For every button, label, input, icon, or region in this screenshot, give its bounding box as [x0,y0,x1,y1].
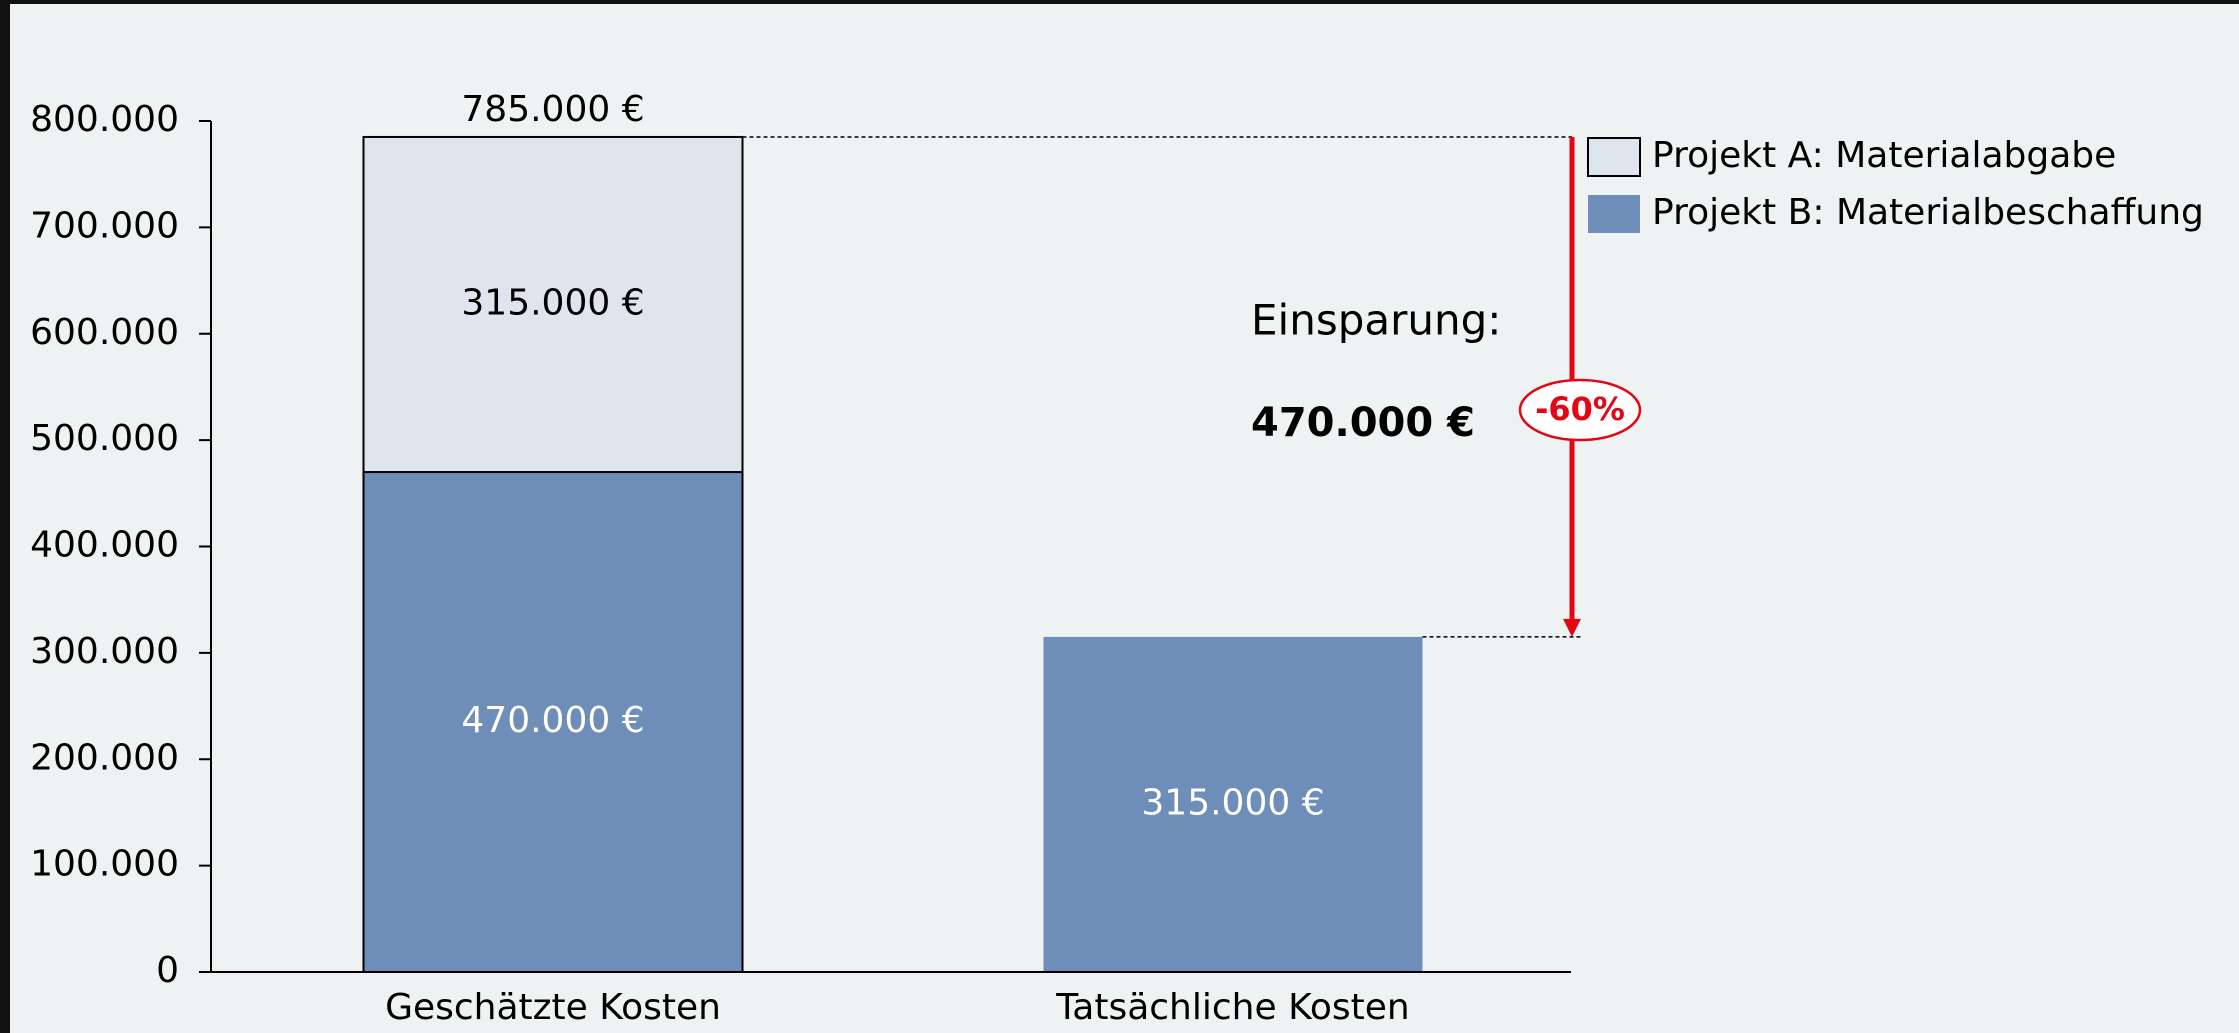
y-tick-label: 300.000 [30,631,179,672]
x-tick-label: Geschätzte Kosten [385,987,721,1028]
total-label: 785.000 € [461,89,644,130]
y-tick-label: 0 [156,950,179,991]
bar-segment [362,135,744,474]
y-tick-label: 600.000 [30,312,179,353]
percent-label: -60% [1535,390,1625,428]
bar-segment [1043,636,1423,972]
legend-swatch [1588,195,1640,233]
value-label: 470.000 € [461,700,644,741]
savings-title: Einsparung: [1251,296,1501,345]
bar-segment [362,471,744,973]
y-tick-label: 700.000 [30,205,179,246]
y-tick-label: 400.000 [30,525,179,566]
y-tick-label: 500.000 [30,418,179,459]
arrow-head [1563,618,1581,637]
value-label: 315.000 € [1141,782,1324,823]
legend-swatch [1587,137,1641,177]
percent-badge [1518,378,1642,442]
y-tick-label: 200.000 [30,737,179,778]
legend-label: Projekt B: Materialbeschaffung [1652,192,2204,233]
value-label: 315.000 € [461,282,644,323]
x-tick-label: Tatsächliche Kosten [1055,987,1410,1028]
savings-label: 470.000 € [1251,400,1475,446]
y-tick-label: 800.000 [30,99,179,140]
y-tick-label: 100.000 [30,844,179,885]
legend-label: Projekt A: Materialabgabe [1652,135,2116,176]
